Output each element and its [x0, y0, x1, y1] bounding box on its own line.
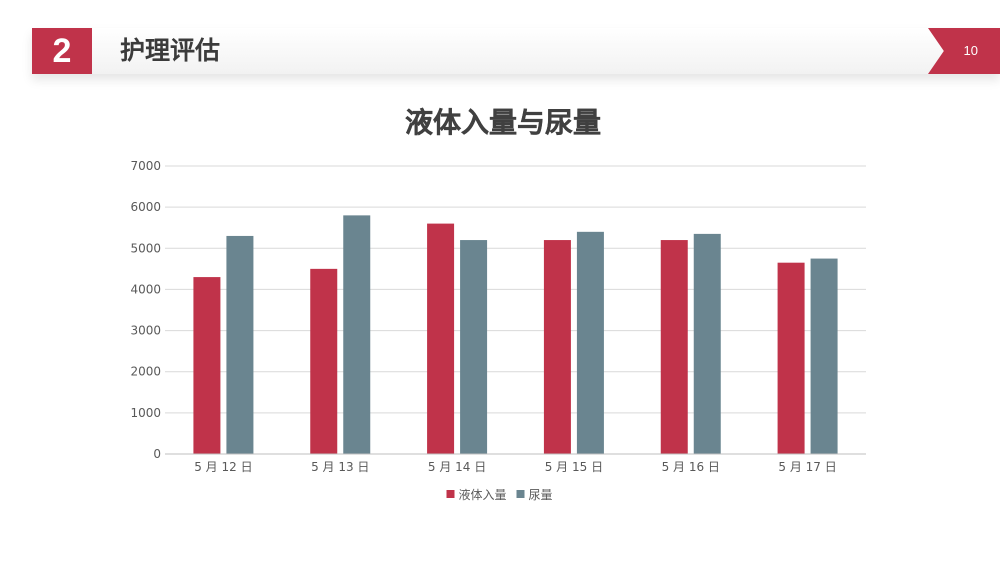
bar-urine — [810, 258, 838, 454]
page-number: 10 — [963, 43, 978, 58]
legend-swatch — [446, 490, 455, 498]
legend: 液体入量 尿量 — [446, 487, 553, 502]
section-number: 2 — [32, 28, 92, 74]
page-title: 护理评估 — [120, 36, 221, 65]
bar-urine — [693, 233, 721, 454]
bar-intake — [193, 277, 221, 454]
x-tick-label: 5 月 16 日 — [662, 460, 720, 474]
gridlines — [165, 165, 866, 455]
y-axis-ticks: 0 1000 2000 3000 4000 5000 6000 7000 — [130, 159, 161, 461]
y-tick-label: 2000 — [130, 365, 161, 379]
y-tick-label: 7000 — [130, 159, 161, 173]
bar-intake — [310, 268, 338, 454]
header-bar — [32, 28, 1000, 74]
x-tick-label: 5 月 12 日 — [194, 460, 252, 474]
bar-urine — [226, 235, 254, 454]
bars — [193, 215, 838, 454]
y-tick-label: 4000 — [130, 282, 161, 296]
bar-urine — [343, 215, 371, 454]
y-tick-label: 5000 — [130, 241, 161, 255]
chart-title: 液体入量与尿量 — [405, 106, 601, 139]
legend-swatch — [516, 490, 525, 498]
y-tick-label: 1000 — [130, 406, 161, 420]
bar-intake — [543, 240, 571, 454]
y-tick-label: 0 — [153, 447, 161, 461]
x-tick-label: 5 月 17 日 — [778, 460, 836, 474]
bar-intake — [777, 262, 805, 454]
bar-urine — [576, 231, 604, 454]
y-tick-label: 6000 — [130, 200, 161, 214]
bar-intake — [427, 223, 455, 454]
legend-label: 尿量 — [529, 488, 553, 502]
bar-urine — [460, 240, 488, 454]
x-tick-label: 5 月 15 日 — [545, 460, 603, 474]
x-tick-label: 5 月 13 日 — [311, 460, 369, 474]
y-tick-label: 3000 — [130, 324, 161, 338]
x-tick-label: 5 月 14 日 — [428, 460, 486, 474]
x-axis-ticks: 5 月 12 日 5 月 13 日 5 月 14 日 5 月 15 日 5 月 16 日… — [165, 453, 866, 474]
bar-intake — [660, 240, 688, 454]
legend-label: 液体入量 — [459, 487, 507, 502]
